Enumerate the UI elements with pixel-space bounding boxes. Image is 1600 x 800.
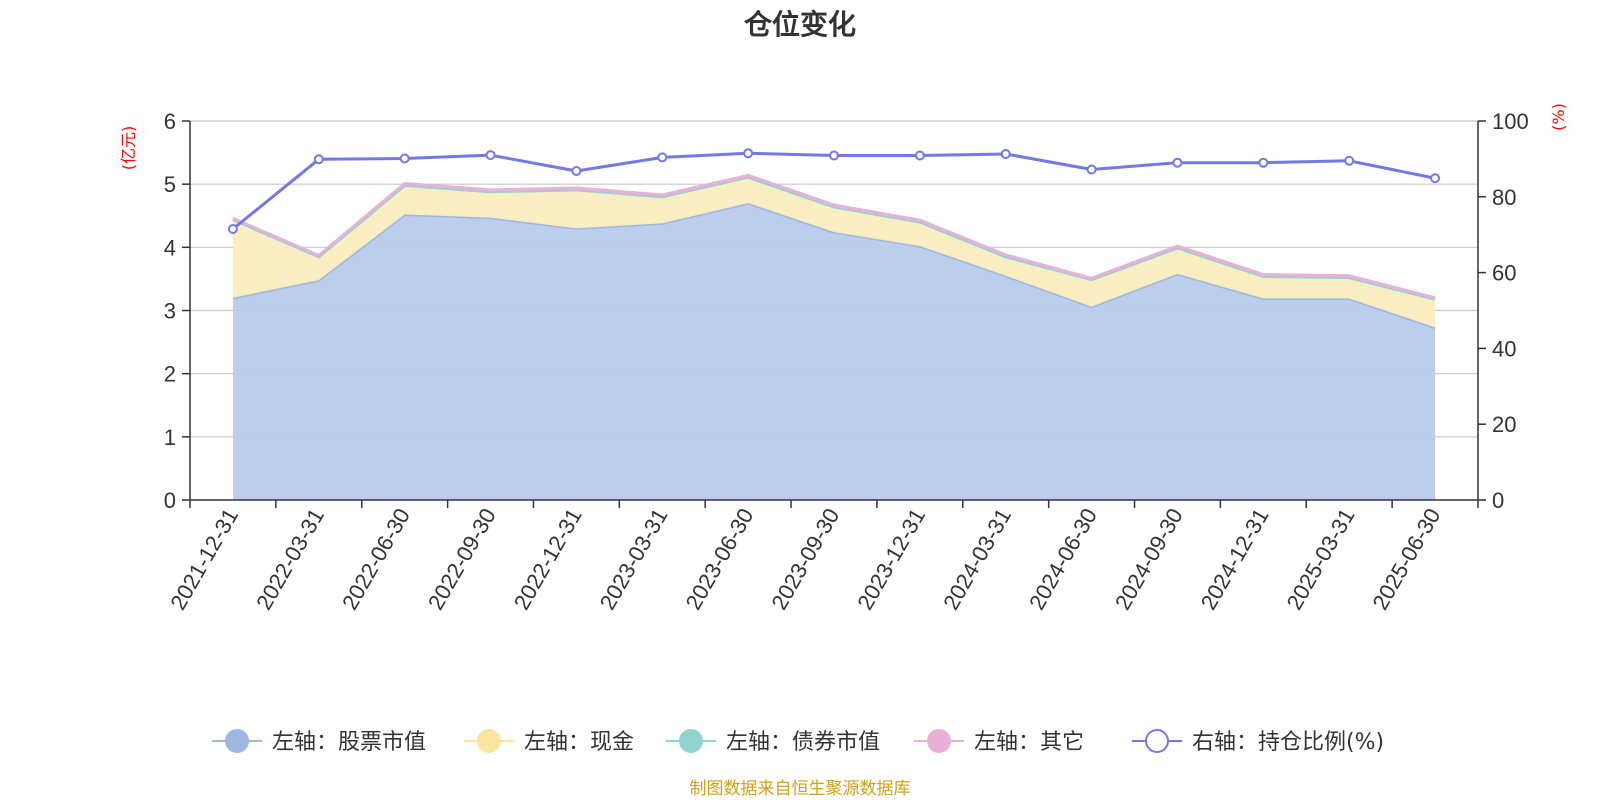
right-tick-label: 60 bbox=[1492, 261, 1516, 286]
left-tick-label: 4 bbox=[164, 235, 176, 260]
legend-label: 左轴：股票市值 bbox=[272, 730, 426, 755]
legend-marker bbox=[225, 729, 249, 753]
series-line-左轴：其它 bbox=[232, 173, 1436, 300]
data-point bbox=[571, 166, 582, 177]
left-tick-label: 3 bbox=[164, 299, 176, 324]
data-point bbox=[227, 224, 238, 235]
x-tick-label: 2024-03-31 bbox=[938, 504, 1016, 614]
legend-item[interactable]: 左轴：股票市值 bbox=[212, 729, 426, 755]
x-tick-label: 2025-06-30 bbox=[1367, 504, 1445, 614]
data-point bbox=[829, 150, 839, 161]
legend-label: 左轴：债券市值 bbox=[726, 730, 880, 755]
data-point bbox=[313, 154, 324, 165]
x-tick-label: 2023-09-30 bbox=[766, 504, 844, 614]
data-point bbox=[914, 150, 925, 161]
data-point bbox=[1000, 148, 1011, 159]
legend-item[interactable]: 右轴：持仓比例(%) bbox=[1132, 729, 1384, 755]
left-tick-label: 2 bbox=[164, 362, 176, 387]
legend-marker bbox=[679, 729, 703, 753]
x-tick-label: 2023-03-31 bbox=[595, 504, 673, 614]
legend-label: 左轴：现金 bbox=[524, 730, 634, 755]
data-point bbox=[1344, 155, 1355, 166]
x-tick-label: 2022-03-31 bbox=[251, 504, 329, 614]
area-左轴：股票市值 bbox=[232, 203, 1436, 500]
legend-marker bbox=[927, 729, 951, 753]
right-tick-label: 0 bbox=[1492, 488, 1504, 513]
chart-title: 仓位变化 bbox=[744, 8, 856, 41]
area-左轴：现金 bbox=[232, 177, 1436, 328]
right-tick-label: 20 bbox=[1492, 412, 1516, 437]
series-lines bbox=[227, 148, 1441, 235]
left-tick-label: 1 bbox=[164, 425, 176, 450]
data-point bbox=[743, 148, 754, 159]
left-tick-label: 6 bbox=[164, 109, 176, 134]
x-tick-label: 2023-12-31 bbox=[852, 504, 930, 614]
data-point bbox=[399, 153, 410, 164]
data-point bbox=[485, 150, 496, 161]
data-point bbox=[1430, 173, 1441, 184]
right-tick-label: 80 bbox=[1492, 185, 1516, 210]
right-tick-label: 100 bbox=[1492, 109, 1529, 134]
data-point bbox=[1086, 164, 1097, 175]
legend-item[interactable]: 左轴：其它 bbox=[914, 729, 1084, 755]
legend-item[interactable]: 左轴：现金 bbox=[464, 729, 634, 755]
data-point bbox=[1172, 157, 1183, 168]
x-tick-label: 2021-12-31 bbox=[165, 504, 243, 614]
right-tick-label: 40 bbox=[1492, 336, 1516, 361]
legend-marker bbox=[1145, 729, 1169, 753]
right-axis-unit: (%) bbox=[1549, 103, 1568, 131]
legend[interactable]: 左轴：股票市值 左轴：现金 左轴：债券市值 左轴：其它 右轴：持仓比例(%) bbox=[212, 729, 1384, 755]
x-tick-label: 2024-09-30 bbox=[1110, 504, 1188, 614]
legend-item[interactable]: 左轴：债券市值 bbox=[666, 729, 880, 755]
left-tick-label: 0 bbox=[164, 488, 176, 513]
x-tick-label: 2025-03-31 bbox=[1282, 504, 1360, 614]
data-point bbox=[657, 152, 668, 163]
stacked-areas bbox=[232, 173, 1436, 500]
x-tick-label: 2024-06-30 bbox=[1024, 504, 1102, 614]
legend-marker bbox=[477, 729, 501, 753]
legend-label: 左轴：其它 bbox=[974, 730, 1084, 755]
legend-label: 右轴：持仓比例(%) bbox=[1192, 730, 1384, 755]
x-tick-label: 2022-12-31 bbox=[509, 504, 587, 614]
left-tick-label: 5 bbox=[164, 172, 176, 197]
x-tick-label: 2022-09-30 bbox=[423, 504, 501, 614]
data-point bbox=[1258, 157, 1269, 168]
x-tick-label: 2023-06-30 bbox=[681, 504, 759, 614]
left-axis-unit: (亿元) bbox=[119, 126, 138, 171]
x-tick-label: 2022-06-30 bbox=[337, 504, 415, 614]
x-tick-label: 2024-12-31 bbox=[1196, 504, 1274, 614]
data-source-footer: 制图数据来自恒生聚源数据库 bbox=[690, 779, 911, 799]
